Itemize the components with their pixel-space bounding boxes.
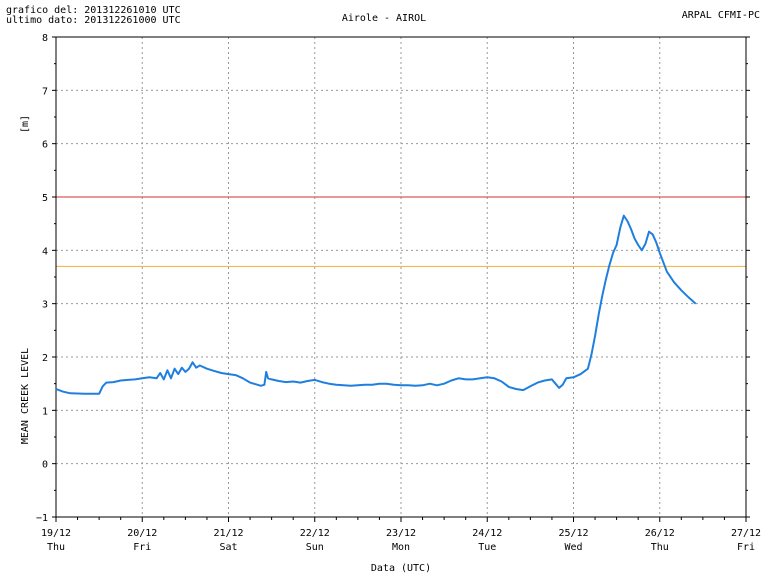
y-tick-label: −1 bbox=[36, 513, 48, 524]
y-tick-label: 0 bbox=[42, 460, 48, 471]
x-axis: 19/12 Thu 20/12 Fri 21/12 Sat 22/12 Sun 23/12 Mon… bbox=[41, 517, 761, 553]
y-tick-label: 7 bbox=[42, 86, 48, 97]
y-tick-label: 2 bbox=[42, 353, 48, 364]
x-tick-day-label: Thu bbox=[47, 542, 65, 553]
x-tick-day-label: Sat bbox=[219, 542, 237, 553]
x-tick-label: 24/12 bbox=[472, 528, 502, 539]
x-tick-day-label: Sun bbox=[306, 542, 324, 553]
x-tick-label: 21/12 bbox=[213, 528, 243, 539]
x-tick-label: 19/12 bbox=[41, 528, 71, 539]
y-tick-label: 1 bbox=[42, 406, 48, 417]
y-tick-label: 4 bbox=[42, 246, 48, 257]
header-info: grafico del: 201312261010 UTC ultimo dat… bbox=[6, 6, 181, 26]
grid bbox=[56, 37, 746, 517]
x-tick-label: 27/12 bbox=[731, 528, 761, 539]
y-tick-label: 8 bbox=[42, 33, 48, 44]
y-tick-label: 5 bbox=[42, 193, 48, 204]
x-tick-label: 26/12 bbox=[645, 528, 675, 539]
series-line-1 bbox=[55, 214, 697, 395]
x-tick-label: 20/12 bbox=[127, 528, 157, 539]
source-label: ARPAL CFMI-PC bbox=[681, 10, 760, 21]
x-tick-day-label: Fri bbox=[133, 542, 151, 553]
threshold-lines bbox=[56, 196, 746, 267]
y-axis: −1 0 1 2 3 4 5 6 7 8 bbox=[36, 33, 750, 524]
series-group bbox=[55, 214, 697, 395]
x-tick-day-label: Tue bbox=[478, 542, 496, 553]
graph-time-label: grafico del: 201312261010 UTC bbox=[6, 5, 181, 16]
x-tick-day-label: Mon bbox=[392, 542, 410, 553]
x-tick-day-label: Fri bbox=[737, 542, 755, 553]
y-tick-label: 3 bbox=[42, 300, 48, 311]
chart-title: Airole - AIROL bbox=[341, 13, 427, 24]
y-unit-label: [m] bbox=[20, 115, 31, 133]
x-tick-label: 22/12 bbox=[300, 528, 330, 539]
y-tick-label: 6 bbox=[42, 140, 48, 151]
x-tick-day-label: Wed bbox=[564, 542, 582, 553]
x-tick-label: 25/12 bbox=[558, 528, 588, 539]
x-tick-day-label: Thu bbox=[651, 542, 669, 553]
x-axis-label: Data (UTC) bbox=[371, 563, 431, 574]
y-axis-label: MEAN CREEK LEVEL bbox=[20, 348, 31, 444]
last-data-label: ultimo dato: 201312261000 UTC bbox=[6, 15, 181, 26]
x-tick-label: 23/12 bbox=[386, 528, 416, 539]
